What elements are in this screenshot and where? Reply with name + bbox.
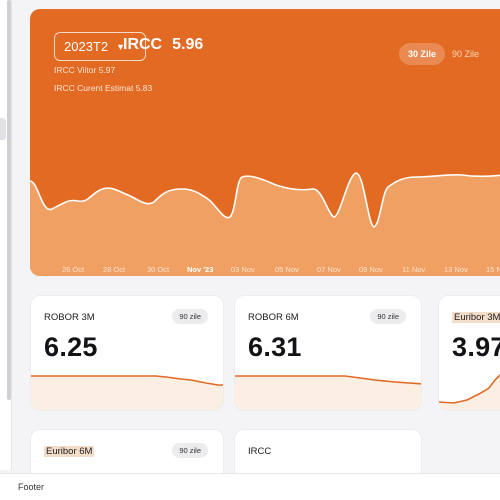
card-sparkline [235,375,421,410]
scrollbar[interactable] [7,0,11,400]
x-tick-label: 11 Nov [402,265,425,274]
x-tick-label: 30 Oct [147,265,170,274]
card-title: IRCC [248,446,272,457]
range-90-days-button[interactable]: 90 Zile [452,49,480,59]
ircc-future-text: IRCC Viitor 5.97 [54,65,116,75]
card-value: 6.25 [44,332,98,362]
x-tick-label: 26 Oct [62,265,85,274]
card-title: ROBOR 3M [44,312,95,323]
footer-label: Footer [18,482,45,492]
x-tick-label: 07 Nov [317,265,341,274]
card-title: Euribor 6M [44,446,95,457]
range-30-days-button[interactable]: 30 Zile [399,43,446,65]
hero-title: IRCC 5.96 [123,36,203,54]
ircc-hero-chart: 26 Oct 28 Oct 30 Oct Nov '23 03 Nov 05 N… [30,9,500,276]
card-badge: 90 zile [172,443,208,458]
card-title: Euribor 3M [452,312,500,323]
hero-title-value: 5.96 [172,36,204,53]
card-badge: 90 zile [370,309,406,324]
card-sparkline [31,375,223,410]
card-value: 3.97 [452,332,500,362]
card-sparkline [439,373,500,410]
card-badge: 90 zile [172,309,208,324]
hero-line [30,172,500,228]
x-tick-label: 09 Nov [359,265,383,274]
card-robor-6m[interactable]: ROBOR 6M 90 zile 6.31 [234,295,422,411]
period-select-value: 2023T2 [64,39,109,54]
chevron-down-icon: ▼ [116,41,126,52]
card-robor-3m[interactable]: ROBOR 3M 90 zile 6.25 [30,295,224,411]
x-tick-label: 13 Nov [444,265,468,274]
ircc-current-text: IRCC Curent Estimat 5.83 [54,83,153,93]
hero-title-label: IRCC [123,36,163,53]
period-select[interactable]: 2023T2 ▼ [54,32,146,61]
x-tick-label: 05 Nov [275,265,299,274]
x-tick-label: 15 N [486,265,500,274]
x-tick-label: 28 Oct [103,265,126,274]
footer: Footer [0,473,500,500]
card-value: 6.31 [248,332,302,362]
rail-tab[interactable] [0,118,6,140]
x-tick-label: Nov '23 [187,265,213,274]
x-tick-label: 03 Nov [231,265,255,274]
card-title: ROBOR 6M [248,312,299,323]
hero-chart-svg: 26 Oct 28 Oct 30 Oct Nov '23 03 Nov 05 N… [30,172,500,276]
card-euribor-3m[interactable]: Euribor 3M 3.97 [438,295,500,411]
hero-area [30,173,500,276]
